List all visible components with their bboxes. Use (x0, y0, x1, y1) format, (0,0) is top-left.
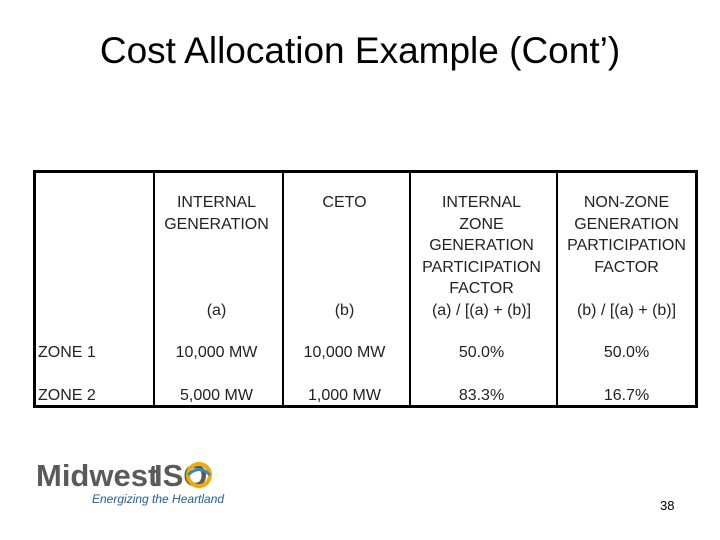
row-label: ZONE 1 (38, 344, 96, 361)
table-cell: 50.0% (458, 344, 505, 361)
header-text: ZONE (459, 215, 504, 233)
header-text: PARTICIPATION (567, 237, 686, 254)
table-cell: 83.3% (458, 387, 505, 404)
header-text: NON-ZONE (583, 194, 670, 211)
header-text: GENERATION (429, 237, 534, 254)
header-text: FACTOR (449, 280, 514, 297)
slide-title: Cost Allocation Example (Cont’) (99, 30, 621, 71)
column-divider (409, 173, 411, 405)
table: INTERNAL GENERATION (a) CETO (b) INTERNAL ZONE… (33, 170, 698, 408)
row-label: ZONE 2 (38, 387, 96, 404)
header-text: INTERNAL (441, 194, 522, 211)
header-text: PARTICIPATION (422, 258, 541, 276)
column-divider (282, 173, 284, 405)
logo-arc (186, 468, 212, 477)
logo-name: Midwest (36, 458, 158, 493)
table-cell: 10,000 MW (303, 344, 386, 361)
header-text: GENERATION (164, 215, 269, 233)
column-divider (556, 173, 558, 405)
header-note: (a) (206, 302, 227, 319)
column-divider (153, 173, 155, 405)
page-number: 38 (660, 498, 675, 513)
header-text: GENERATION (574, 215, 679, 233)
table-cell: 10,000 MW (175, 344, 258, 361)
table-cell: 50.0% (603, 344, 650, 361)
header-note: (b) (334, 302, 355, 319)
table-cell: 16.7% (603, 387, 650, 404)
logo-tagline: Energizing the Heartland (92, 492, 224, 506)
table-cell: 1,000 MW (308, 387, 381, 404)
header-text: CETO (322, 194, 367, 211)
logo: Midwest ISO Energizing the Heartland (36, 458, 224, 506)
header-note: (b) / [(a) + (b)] (576, 302, 677, 319)
header-note: (a) / [(a) + (b)] (431, 302, 532, 319)
header-text: FACTOR (594, 258, 659, 276)
table-cell: 5,000 MW (180, 387, 253, 404)
header-text: INTERNAL (176, 194, 257, 211)
